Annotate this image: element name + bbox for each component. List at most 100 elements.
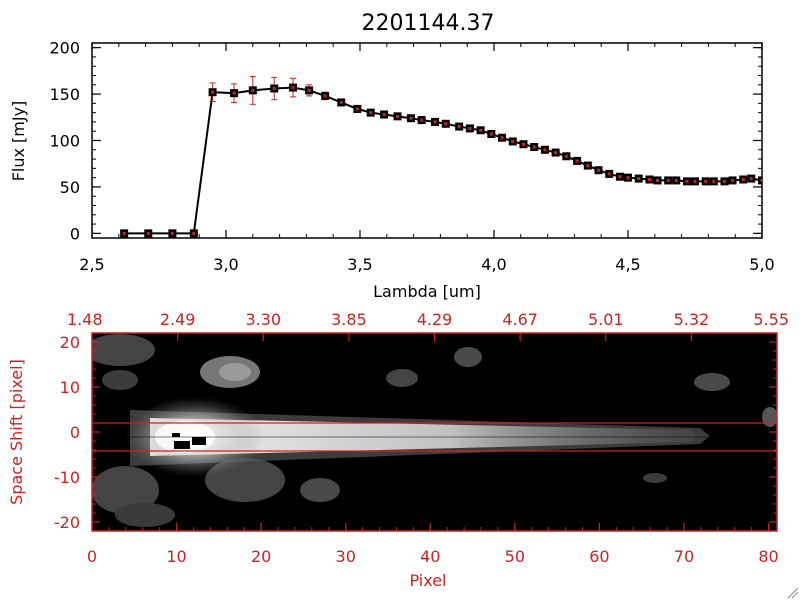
data-point-center bbox=[674, 178, 678, 182]
data-point-center bbox=[444, 122, 448, 126]
image-x-tick-label: 40 bbox=[420, 547, 440, 566]
data-point-center bbox=[192, 231, 196, 235]
x-tick-label: 4,5 bbox=[615, 255, 640, 274]
data-point-center bbox=[369, 111, 373, 115]
image-x-tick-label: 80 bbox=[758, 547, 778, 566]
flux-series bbox=[120, 75, 762, 238]
image-top-tick-label: 1.48 bbox=[67, 310, 103, 329]
x-tick-label: 3,0 bbox=[213, 255, 238, 274]
image-x-tick-label: 30 bbox=[336, 547, 356, 566]
image-axis-ticks: 0 10 20 30 40 50 60 70 80 -20 -10 0 10 20 1.48 2.49 3.30… bbox=[54, 310, 789, 566]
data-point-center bbox=[741, 178, 745, 181]
spectrum-image bbox=[92, 333, 777, 531]
top-axis-ticks: 2,5 3,0 3,5 4,0 4,5 5,0 0 50 100 150 200 bbox=[49, 39, 774, 274]
image-top-tick-label: 3.30 bbox=[245, 310, 281, 329]
data-point-center bbox=[704, 179, 708, 183]
data-point-center bbox=[575, 159, 579, 163]
image-y-tick-label: 20 bbox=[60, 333, 80, 352]
data-point-center bbox=[532, 145, 536, 149]
x-axis-label: Lambda [um] bbox=[373, 282, 481, 301]
y-tick-label: 100 bbox=[49, 132, 80, 151]
image-x-tick-label: 60 bbox=[589, 547, 609, 566]
data-point-center bbox=[396, 114, 400, 118]
image-x-tick-label: 10 bbox=[166, 547, 186, 566]
image-x-axis-label: Pixel bbox=[409, 571, 446, 590]
y-tick-label: 50 bbox=[60, 178, 80, 197]
plot-frame bbox=[91, 42, 763, 239]
x-tick-label: 5,0 bbox=[749, 255, 774, 274]
spectrum-image-plot: 0 10 20 30 40 50 60 70 80 -20 -10 0 10 20 1.48 2.49 3.30… bbox=[7, 310, 789, 590]
image-x-tick-label: 50 bbox=[505, 547, 525, 566]
data-point-center bbox=[521, 142, 525, 146]
data-point-center bbox=[232, 91, 236, 95]
data-point-center bbox=[420, 118, 424, 122]
image-top-tick-label: 3.85 bbox=[331, 310, 367, 329]
y-tick-label: 150 bbox=[49, 85, 80, 104]
image-x-tick-label: 20 bbox=[251, 547, 271, 566]
data-point-center bbox=[564, 154, 568, 158]
image-top-tick-label: 5.55 bbox=[753, 310, 789, 329]
data-point-center bbox=[693, 179, 697, 183]
image-y-axis-label: Space Shift [pixel] bbox=[7, 359, 26, 505]
data-point-center bbox=[731, 178, 735, 182]
image-x-tick-label: 0 bbox=[87, 547, 97, 566]
x-tick-label: 4,0 bbox=[481, 255, 506, 274]
resize-grip-icon[interactable] bbox=[787, 587, 799, 599]
data-point-center bbox=[760, 178, 762, 182]
y-axis-label: Flux [mJy] bbox=[9, 101, 28, 182]
data-point-center bbox=[749, 177, 753, 181]
data-point-center bbox=[647, 178, 651, 181]
data-point-center bbox=[307, 88, 311, 92]
data-point-center bbox=[457, 125, 461, 129]
data-point-center bbox=[409, 116, 413, 120]
y-tick-label: 0 bbox=[70, 224, 80, 243]
data-point-center bbox=[170, 231, 174, 235]
data-point-center bbox=[355, 107, 359, 111]
image-x-tick-label: 70 bbox=[674, 547, 694, 566]
image-y-tick-label: 10 bbox=[60, 378, 80, 397]
image-y-tick-label: 0 bbox=[70, 423, 80, 442]
image-top-tick-label: 5.32 bbox=[674, 310, 710, 329]
data-point-center bbox=[554, 151, 558, 155]
data-point-center bbox=[626, 176, 630, 180]
image-y-tick-label: -20 bbox=[54, 513, 80, 532]
data-point-center bbox=[500, 136, 504, 140]
flux-line bbox=[124, 86, 762, 235]
data-point-center bbox=[607, 172, 611, 176]
chart-title: 2201144.37 bbox=[362, 11, 495, 36]
image-top-tick-label: 5.01 bbox=[588, 310, 624, 329]
data-point-center bbox=[146, 231, 150, 235]
data-point-center bbox=[655, 178, 659, 182]
data-point bbox=[758, 176, 762, 185]
x-tick-label: 2,5 bbox=[79, 255, 104, 274]
data-point-center bbox=[722, 179, 726, 183]
data-point-center bbox=[339, 100, 343, 104]
data-point-center bbox=[272, 87, 276, 90]
data-point-center bbox=[543, 148, 547, 152]
data-point-center bbox=[712, 179, 716, 183]
x-tick-label: 3,5 bbox=[347, 255, 372, 274]
data-point-center bbox=[291, 86, 295, 90]
image-top-tick-label: 4.29 bbox=[417, 310, 453, 329]
data-point-center bbox=[637, 177, 641, 181]
data-point-center bbox=[433, 120, 437, 124]
data-point-center bbox=[211, 90, 215, 94]
data-point-center bbox=[511, 139, 515, 143]
data-point-center bbox=[122, 231, 126, 235]
image-top-tick-label: 2.49 bbox=[160, 310, 196, 329]
data-point-center bbox=[666, 178, 670, 182]
image-y-tick-label: -10 bbox=[54, 468, 80, 487]
data-point-center bbox=[685, 179, 689, 183]
y-tick-label: 200 bbox=[49, 39, 80, 58]
data-point-center bbox=[251, 88, 255, 92]
data-point-center bbox=[323, 94, 327, 98]
data-point-center bbox=[468, 126, 472, 130]
data-point-center bbox=[382, 113, 386, 116]
data-point-center bbox=[479, 128, 483, 132]
data-point-center bbox=[597, 168, 601, 172]
spectrum-plot: 2201144.37 2,5 3,0 3,5 4,0 4,5 5,0 0 50 100 150 20… bbox=[9, 11, 775, 301]
data-point-center bbox=[618, 175, 622, 179]
data-point-center bbox=[586, 164, 590, 168]
data-point-center bbox=[489, 132, 493, 136]
